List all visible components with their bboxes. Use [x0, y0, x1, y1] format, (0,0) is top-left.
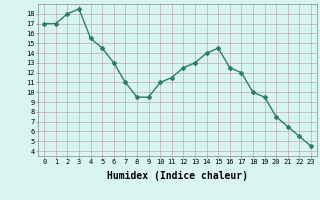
- X-axis label: Humidex (Indice chaleur): Humidex (Indice chaleur): [107, 171, 248, 181]
